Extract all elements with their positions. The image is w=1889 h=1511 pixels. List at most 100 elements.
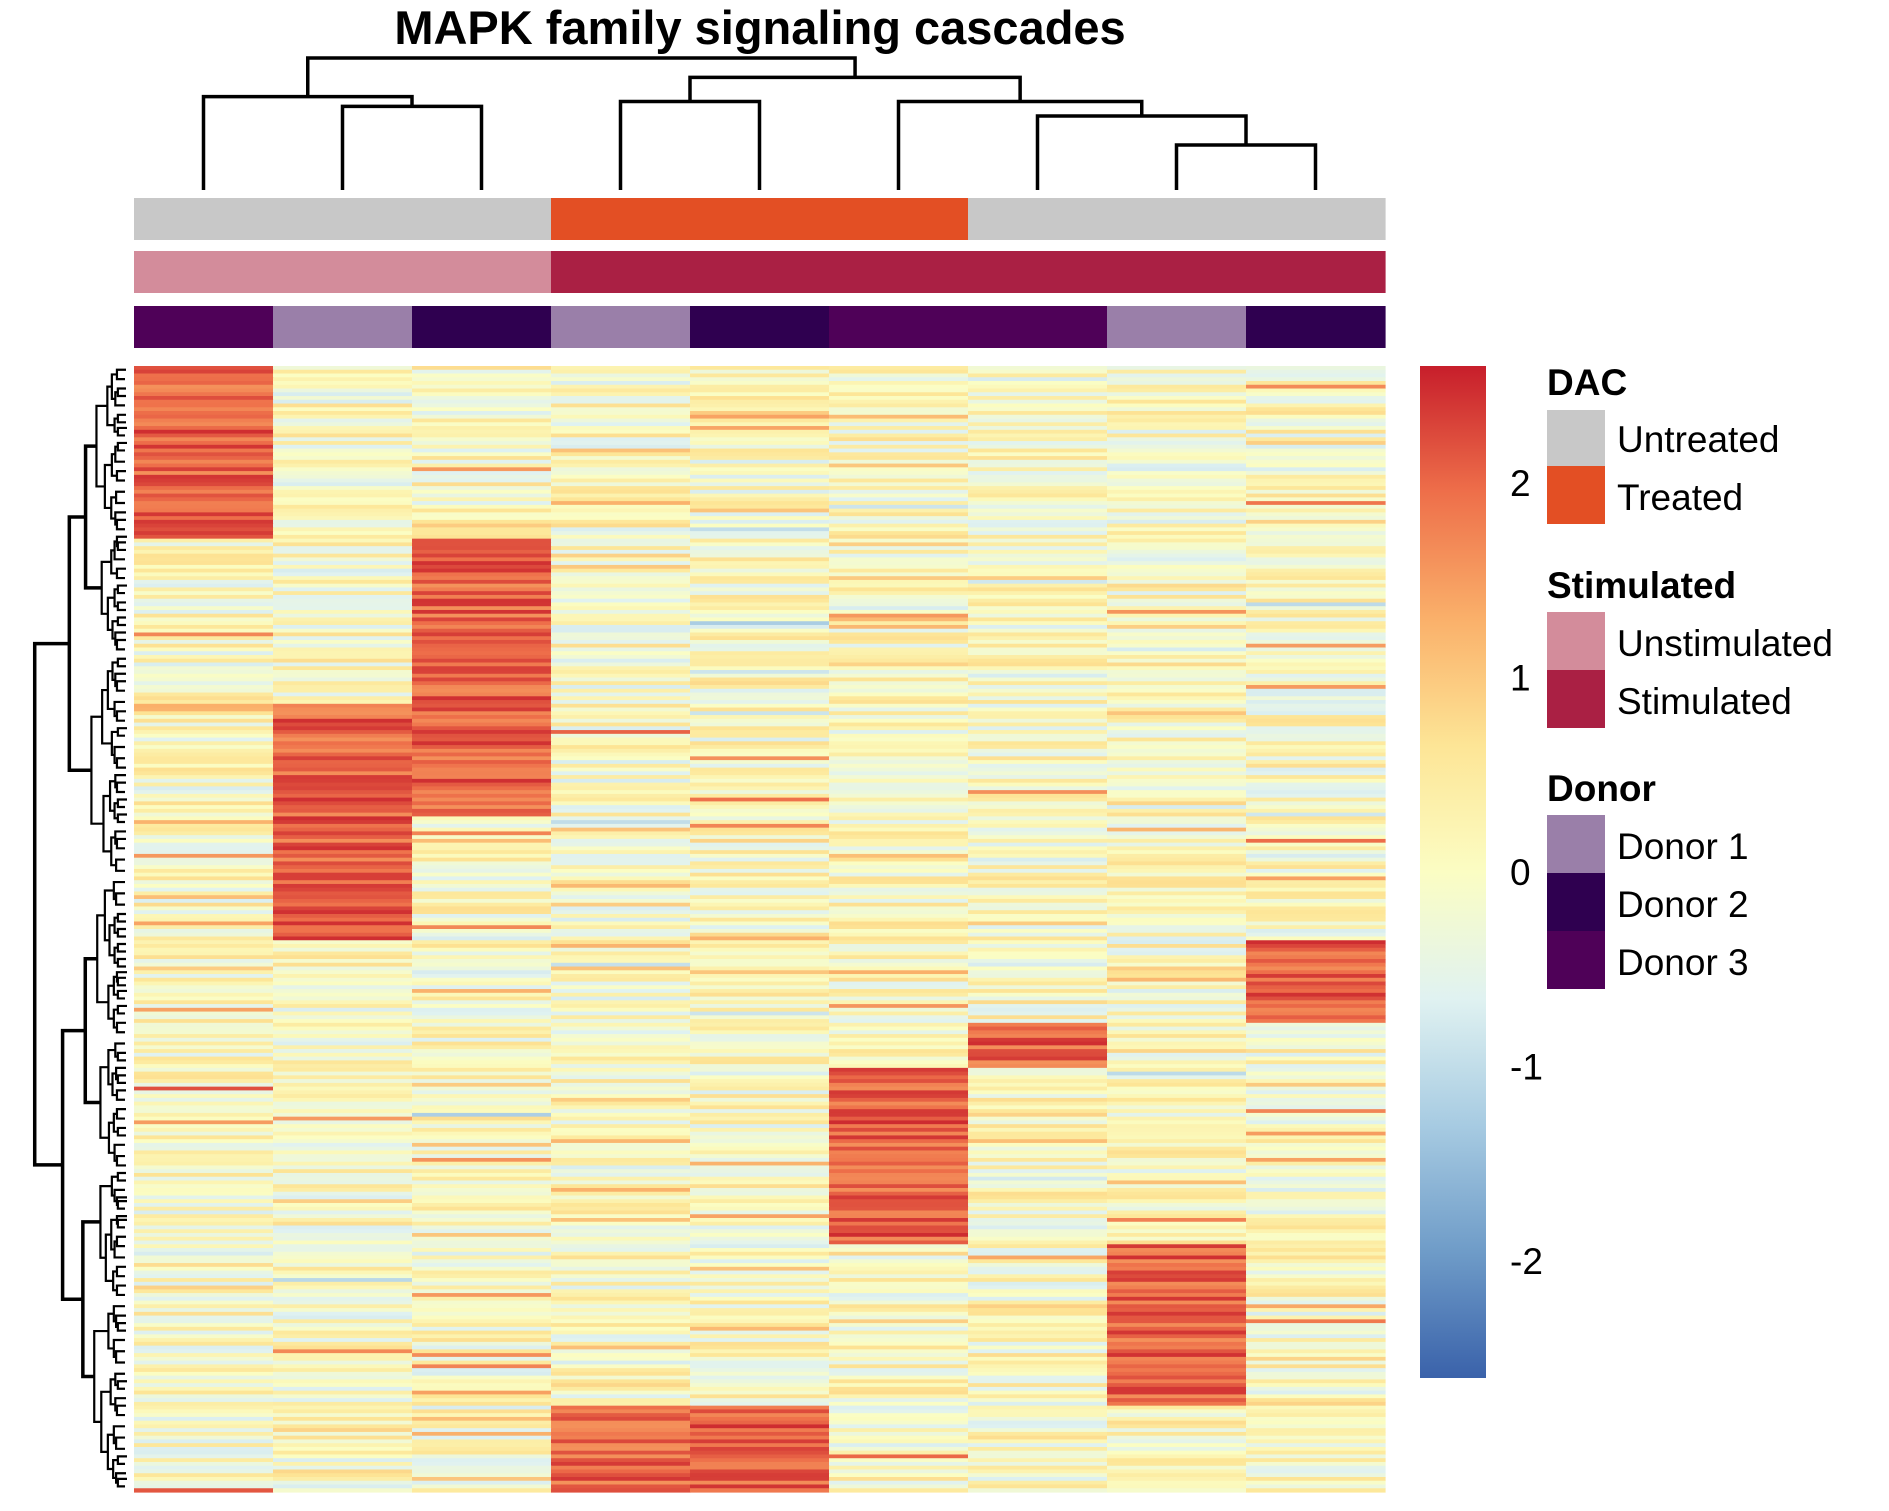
heatmap-cell [1246,474,1386,480]
heatmap-cell [968,763,1108,769]
heatmap-cell [412,568,552,574]
heatmap-cell [551,489,691,495]
heatmap-cell [968,636,1108,641]
row-dendrogram-branch [96,914,109,1004]
heatmap-cell [1107,1345,1247,1350]
heatmap-cell [1107,1139,1247,1144]
heatmap-cell [134,1278,274,1283]
heatmap-cell [412,1266,552,1272]
heatmap-cell [1107,377,1247,382]
heatmap-cell [412,666,552,671]
heatmap-cell [273,1019,413,1024]
heatmap-cell [690,1454,830,1459]
heatmap-cell [968,557,1108,562]
heatmap-cell [968,692,1108,697]
heatmap-cell [829,441,969,446]
heatmap-cell [1246,1461,1386,1467]
heatmap-cell [1246,1221,1386,1227]
heatmap-cell [412,1034,552,1039]
heatmap-cell [690,681,830,686]
row-dendrogram-branch [115,1108,126,1120]
heatmap-cell [1107,1097,1247,1103]
heatmap-cell [968,865,1108,870]
heatmap-cell [829,730,969,735]
heatmap-cell [1246,947,1386,953]
heatmap-cell [968,527,1108,532]
heatmap-cell [1246,733,1386,739]
heatmap-cell [1246,1097,1386,1103]
heatmap-cell [273,1458,413,1463]
heatmap-cell [273,508,413,513]
heatmap-cell [551,501,691,506]
heatmap-cell [1246,1281,1386,1287]
heatmap-cell [829,429,969,435]
row-dendrogram-branch [115,1154,126,1167]
heatmap-cell [829,722,969,727]
heatmap-cell [1107,1270,1247,1275]
heatmap-cell [690,1379,830,1384]
heatmap-cell [1107,707,1247,712]
heatmap-cell [412,444,552,450]
heatmap-cell [412,944,552,949]
heatmap-cell [690,929,830,934]
heatmap-cell [968,1150,1108,1155]
heatmap-cell [1107,433,1247,438]
heatmap-cell [273,531,413,536]
heatmap-cell [1246,692,1386,697]
heatmap-cell [412,778,552,784]
heatmap-cell [690,895,830,900]
heatmap-cell [968,1165,1108,1170]
heatmap-cell [690,523,830,528]
heatmap-cell [412,1116,552,1122]
heatmap-cell [829,1379,969,1384]
heatmap-cell [968,591,1108,596]
heatmap-cell [273,816,413,821]
heatmap-cell [1246,437,1386,442]
heatmap-cell [1246,1330,1386,1335]
heatmap-cell [829,647,969,652]
heatmap-cell [968,1086,1108,1091]
heatmap-cell [1107,448,1247,453]
heatmap-cell [829,1210,969,1215]
heatmap-cell [690,482,830,487]
heatmap-cell [551,1364,691,1369]
heatmap-cell [1246,797,1386,802]
heatmap-cell [690,1424,830,1429]
heatmap-cell [551,429,691,435]
heatmap-cell [412,527,552,532]
heatmap-cell [134,748,274,754]
heatmap-cell [829,591,969,596]
column-annotations [134,198,1386,348]
heatmap-cell [690,1214,830,1219]
heatmap-cell [134,373,274,378]
heatmap-cell [551,1041,691,1046]
row-dendrogram-branch [107,984,114,1020]
heatmap-cell [968,459,1108,465]
color-scale-tick-label: -2 [1510,1241,1543,1282]
heatmap-cell [968,1454,1108,1459]
heatmap-cell [1107,966,1247,971]
row-dendrogram-branch [112,1338,125,1358]
heatmap-cell [968,1401,1108,1407]
heatmap-cell [829,737,969,742]
heatmap-cell [829,947,969,953]
heatmap-cell [829,1484,969,1489]
heatmap-cell [690,1004,830,1009]
heatmap-cell [690,1150,830,1155]
heatmap-cell [412,381,552,386]
heatmap-cell [412,752,552,757]
heatmap-cell [412,478,552,483]
heatmap-cell [412,1413,552,1418]
heatmap-cell [968,1364,1108,1369]
heatmap-cell [1246,609,1386,615]
heatmap-cell [551,1473,691,1478]
heatmap-cell [968,1349,1108,1354]
heatmap-cell [134,591,274,596]
heatmap-cell [134,437,274,442]
heatmap-cell [829,793,969,799]
heatmap-cell [412,1255,552,1260]
heatmap-cell [273,936,413,941]
heatmap-cell [551,1112,691,1118]
heatmap-cell [273,929,413,934]
heatmap-cell [134,1488,274,1493]
